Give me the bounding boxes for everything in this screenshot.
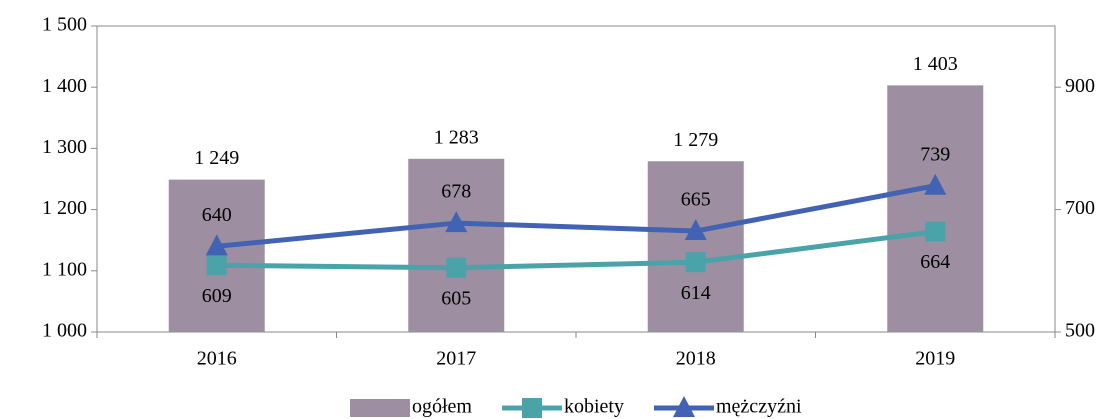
line-marker <box>206 255 227 276</box>
line-value-label: 678 <box>441 181 471 203</box>
line-value-label: 605 <box>441 287 471 309</box>
line-marker <box>924 173 947 195</box>
bar <box>647 161 744 332</box>
x-tick-label: 2017 <box>436 348 476 370</box>
y2-tick-label: 700 <box>1065 197 1095 219</box>
bar-value-label: 1 249 <box>194 147 239 169</box>
line-value-label: 609 <box>202 285 232 307</box>
x-tick-label: 2018 <box>676 348 716 370</box>
x-tick-label: 2019 <box>915 348 955 370</box>
line <box>216 229 936 271</box>
line-marker <box>445 211 468 233</box>
y2-tick-label: 900 <box>1065 75 1095 97</box>
line-value-label: 739 <box>920 143 950 165</box>
line-value-label: 664 <box>920 251 950 273</box>
line-marker <box>446 257 467 278</box>
line-value-label: 665 <box>681 189 711 211</box>
line-marker <box>684 219 707 241</box>
legend-marker <box>673 396 695 417</box>
y-tick-label: 1 300 <box>42 136 87 158</box>
legend-swatch <box>350 399 410 417</box>
bar-value-label: 1 279 <box>673 129 718 151</box>
bar <box>887 85 984 332</box>
legend-label: mężczyźni <box>716 396 802 418</box>
line-value-label: 640 <box>202 204 232 226</box>
bar-value-label: 1 283 <box>434 126 479 148</box>
y-tick-label: 1 100 <box>42 258 87 280</box>
y-tick-label: 1 000 <box>42 320 87 342</box>
line-marker <box>685 252 706 273</box>
x-tick-label: 2016 <box>197 348 237 370</box>
y2-tick-label: 500 <box>1065 320 1095 342</box>
line-marker <box>205 234 228 256</box>
line-value-label: 614 <box>681 282 711 304</box>
legend-marker <box>522 398 542 418</box>
line <box>216 183 936 249</box>
line-marker <box>925 221 946 242</box>
legend-label: kobiety <box>564 396 624 418</box>
bar-value-label: 1 403 <box>913 53 958 75</box>
y-tick-label: 1 200 <box>42 197 87 219</box>
legend-label: ogółem <box>412 396 472 418</box>
y-tick-label: 1 400 <box>42 75 87 97</box>
y-tick-label: 1 500 <box>42 14 87 36</box>
bar <box>408 158 505 332</box>
